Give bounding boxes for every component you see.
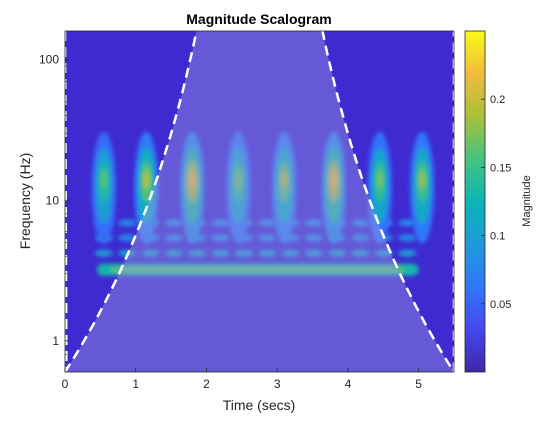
harmonic-blob (118, 234, 137, 242)
harmonic-blob (164, 219, 183, 227)
y-tick-label: 1 (52, 334, 59, 348)
colorbar-tick-label: 0.1 (490, 231, 505, 243)
x-axis: 0 1 2 3 4 5 (62, 368, 422, 391)
harmonic-blob (164, 249, 183, 257)
colorbar-tick-label: 0.05 (490, 299, 511, 311)
coi-shade-region (65, 31, 454, 372)
harmonic-blob (211, 249, 230, 257)
harmonic-blob (118, 219, 137, 227)
plot-area (65, 31, 454, 372)
tone-band-core (110, 266, 405, 273)
burst-peak (281, 170, 288, 189)
colorbar-gradient (464, 30, 486, 373)
chart-title: Magnitude Scalogram (186, 11, 331, 27)
harmonic-blob (328, 249, 347, 257)
heatmap-layer (91, 131, 435, 276)
harmonic-blob (281, 249, 300, 257)
harmonic-blob (258, 234, 277, 242)
harmonic-blob (234, 249, 253, 257)
y-axis: 1 10 100 (39, 53, 69, 373)
x-tick-label: 1 (132, 377, 139, 391)
burst-peak (143, 170, 150, 189)
cone-of-influence-shading (65, 31, 454, 372)
plot-frame (64, 30, 455, 373)
harmonic-blob (351, 234, 370, 242)
x-tick-label: 0 (62, 377, 69, 391)
burst-peak (418, 170, 426, 189)
colorbar-tick-label: 0.2 (490, 94, 505, 106)
x-tick-label: 4 (345, 377, 352, 391)
x-tick-label: 5 (415, 377, 422, 391)
harmonic-blob (258, 249, 277, 257)
harmonic-blob (211, 234, 230, 242)
harmonic-blob (304, 219, 323, 227)
colorbar-ticks: 0.05 0.1 0.15 0.2 (481, 94, 511, 311)
burst-peak (235, 170, 242, 189)
colorbar-tick-label: 0.15 (490, 162, 511, 174)
harmonic-blob (188, 249, 207, 257)
burst-peak (189, 170, 196, 189)
burst-peak (330, 170, 337, 189)
harmonic-blob (374, 249, 393, 257)
harmonic-blob (398, 219, 417, 227)
y-tick-label: 10 (46, 193, 60, 207)
harmonic-blob (94, 249, 113, 257)
x-axis-label: Time (secs) (223, 397, 296, 413)
x-tick-label: 2 (203, 377, 210, 391)
harmonic-blob (258, 219, 277, 227)
burst-peak (376, 170, 383, 189)
y-axis-label: Frequency (Hz) (17, 153, 33, 249)
harmonic-blob (398, 234, 417, 242)
harmonic-blob (398, 249, 417, 257)
harmonic-blob (164, 234, 183, 242)
harmonic-blob (141, 249, 160, 257)
harmonic-blob (211, 219, 230, 227)
colorbar-label: Magnitude (521, 175, 533, 226)
colorbar: 0.05 0.1 0.15 0.2 Magnitude (464, 30, 533, 373)
burst-peak (100, 170, 108, 189)
bursts-group (91, 131, 435, 244)
x-tick-label: 3 (274, 377, 281, 391)
harmonic-blob (304, 234, 323, 242)
harmonic-blob (351, 249, 370, 257)
cone-of-influence-line (65, 31, 454, 372)
y-tick-label: 100 (39, 53, 59, 67)
tone-band-group (96, 263, 419, 276)
harmonic-blob (304, 249, 323, 257)
harmonic-blob (351, 219, 370, 227)
